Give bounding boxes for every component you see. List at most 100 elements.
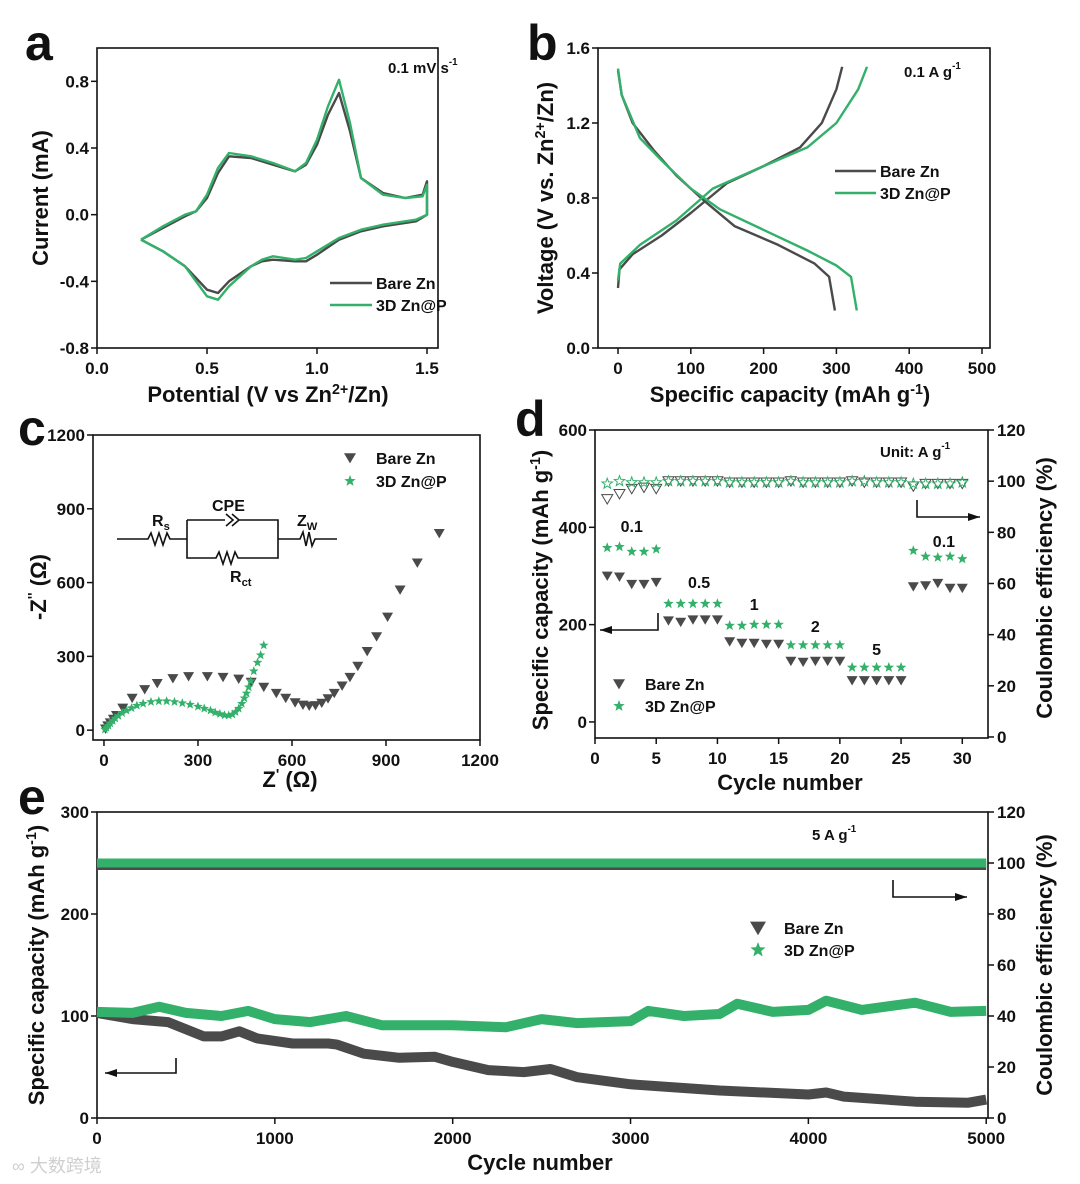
text-segment: (Ω) xyxy=(279,767,317,792)
rate-label: 1 xyxy=(750,597,759,614)
data-point-bare-zn xyxy=(344,672,356,683)
watermark-logo: ∞ 大数跨境 xyxy=(12,1156,102,1176)
text-segment: Coulombic efficiency (%) xyxy=(1032,834,1057,1096)
y-tick-label: 0.8 xyxy=(65,72,89,91)
text-segment: R xyxy=(230,569,242,586)
data-point-bare-zn-capacity xyxy=(932,578,944,589)
data-point-bare-zn-ce xyxy=(723,477,737,489)
data-point-3d-zn-p-ce xyxy=(600,476,614,490)
text-segment: Z xyxy=(262,767,275,792)
data-point-3d-zn-p-ce xyxy=(661,474,676,487)
data-point-bare-zn-capacity xyxy=(675,617,687,628)
left-axis-arrow xyxy=(600,613,659,631)
data-point-bare-zn-ce xyxy=(686,476,700,488)
x-tick-label: 2000 xyxy=(434,1129,472,1148)
data-point-3d-zn-p xyxy=(205,705,216,715)
legend-marker-bare-zn xyxy=(344,453,356,464)
text-segment: 3D Zn@P xyxy=(880,186,951,203)
y-tick-label: 600 xyxy=(559,421,587,440)
data-point-3d-zn-p-capacity xyxy=(834,639,846,650)
data-point-bare-zn xyxy=(322,694,334,704)
data-point-bare-zn-ce xyxy=(919,478,932,490)
text-segment: ct xyxy=(242,577,252,589)
text-segment: 3D Zn@P xyxy=(376,298,447,315)
data-point-bare-zn-capacity xyxy=(834,656,846,667)
x-axis-label: Z' (Ω) xyxy=(262,767,317,792)
data-point-3d-zn-p xyxy=(245,676,256,685)
y-right-tick-label: 80 xyxy=(997,905,1016,924)
data-point-bare-zn-ce xyxy=(796,477,810,489)
x-tick-label: 0 xyxy=(99,751,108,770)
data-point-3d-zn-p-ce xyxy=(735,475,749,489)
data-point-3d-zn-p xyxy=(169,696,180,706)
y-axis-label: Specific capacity (mAh g-1) xyxy=(24,825,49,1105)
data-point-bare-zn-ce xyxy=(833,477,847,489)
text-segment: Cycle number xyxy=(717,770,863,795)
data-point-bare-zn-capacity xyxy=(822,656,834,667)
data-point-3d-zn-p-ce xyxy=(918,476,933,490)
series-3d-zn-p-charge xyxy=(616,66,869,281)
panel-a: a 0.0 0.5 1.0 1.5 -0.8 -0.4 0.0 0.4 0.8 Potential … xyxy=(25,15,458,407)
data-point-3d-zn-p-ce xyxy=(723,475,737,489)
data-point-bare-zn xyxy=(151,679,163,689)
text-segment: Z xyxy=(297,513,307,530)
y-axis-label: -Z'' (Ω) xyxy=(26,554,51,620)
data-point-bare-zn-capacity xyxy=(711,615,723,625)
data-point-bare-zn xyxy=(139,685,151,695)
text-segment: Voltage (V vs. Zn xyxy=(533,139,558,315)
data-point-bare-zn xyxy=(183,672,195,682)
y-tick-label: 0 xyxy=(80,1109,89,1128)
data-point-3d-zn-p xyxy=(227,709,238,719)
data-point-bare-zn xyxy=(382,612,394,622)
data-point-bare-zn-capacity xyxy=(944,583,956,594)
data-point-bare-zn xyxy=(352,661,364,672)
panel-letter: e xyxy=(18,769,46,825)
data-point-bare-zn-ce xyxy=(662,476,675,488)
text-segment: Specific capacity (mAh g xyxy=(528,470,553,730)
data-point-3d-zn-p-ce xyxy=(894,475,908,489)
x-tick-label: 10 xyxy=(708,749,727,768)
left-axis-arrow-head xyxy=(600,626,612,634)
series-bare-zn xyxy=(140,91,429,295)
circuit-label-rct: Rct xyxy=(230,569,252,589)
data-point-3d-zn-p-ce xyxy=(808,475,822,489)
right-axis-arrow-head xyxy=(955,893,967,901)
x-tick-label: 300 xyxy=(822,359,850,378)
data-point-bare-zn-ce xyxy=(894,477,908,489)
data-point-bare-zn-capacity xyxy=(650,577,662,588)
data-point-3d-zn-p-capacity xyxy=(663,598,674,609)
text-segment: Bare Zn xyxy=(376,451,436,468)
x-axis-label: Potential (V vs Zn2+/Zn) xyxy=(147,382,388,407)
data-point-3d-zn-p-capacity xyxy=(712,598,723,609)
legend-marker-3d-zn-p xyxy=(750,942,766,957)
equivalent-circuit: Rs CPE ZW Rct xyxy=(117,498,337,589)
text-segment: 5 A g xyxy=(812,827,848,844)
text-segment: Specific capacity (mAh g xyxy=(650,382,910,407)
data-point-3d-zn-p-ce xyxy=(906,476,920,490)
x-tick-label: 20 xyxy=(830,749,849,768)
panel-e: e0 1000 2000 3000 4000 5000010020030002040608… xyxy=(18,769,1057,1175)
series-bare-zn-capacity xyxy=(96,1007,988,1108)
text-segment: Bare Zn xyxy=(880,164,940,181)
series-3d-zn-p-discharge xyxy=(616,68,858,311)
y-right-tick-label: 0 xyxy=(997,728,1006,747)
current-density-annotation: 5 A g-1 xyxy=(812,824,857,844)
data-point-bare-zn-capacity xyxy=(920,581,932,591)
y-right-tick-label: 120 xyxy=(997,421,1025,440)
data-point-bare-zn-capacity xyxy=(871,676,883,686)
data-point-3d-zn-p-capacity xyxy=(638,546,650,557)
text-segment: Current (mA) xyxy=(28,130,53,266)
data-point-3d-zn-p xyxy=(255,650,266,660)
rate-label: 0.5 xyxy=(688,575,710,592)
superscript: -1 xyxy=(528,457,544,470)
y-tick-label: -0.8 xyxy=(60,339,89,358)
data-point-3d-zn-p-ce xyxy=(931,476,945,490)
superscript: -1 xyxy=(952,61,961,72)
x-tick-label: 100 xyxy=(677,359,705,378)
x-tick-label: 25 xyxy=(892,749,911,768)
legend-label-bare-zn: Bare Zn xyxy=(784,921,844,938)
plot-frame xyxy=(92,434,481,741)
rate-label: 0.1 xyxy=(933,534,955,551)
x-tick-label: 1.0 xyxy=(305,359,329,378)
x-tick-label: 600 xyxy=(278,751,306,770)
